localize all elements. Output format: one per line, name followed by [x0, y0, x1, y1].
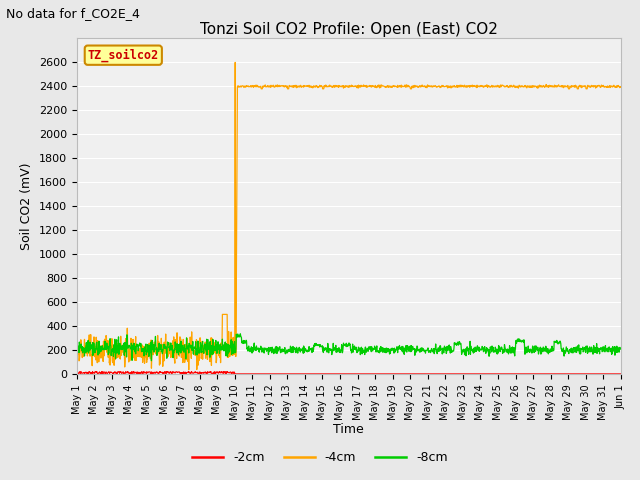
-8cm: [148, 358, 156, 363]
-2cm: [73, 370, 81, 376]
Text: TZ_soilco2: TZ_soilco2: [88, 48, 159, 62]
Line: -8cm: -8cm: [77, 334, 621, 360]
-2cm: [546, 371, 554, 377]
-8cm: [280, 348, 288, 353]
-4cm: [181, 360, 189, 365]
-2cm: [231, 371, 239, 377]
Line: -2cm: -2cm: [77, 372, 621, 374]
-2cm: [171, 369, 179, 375]
-8cm: [73, 346, 81, 351]
Legend: -2cm, -4cm, -8cm: -2cm, -4cm, -8cm: [187, 446, 453, 469]
-2cm: [617, 371, 625, 377]
-2cm: [230, 371, 238, 376]
-4cm: [280, 83, 288, 88]
-2cm: [280, 371, 288, 377]
Y-axis label: Soil CO2 (mV): Soil CO2 (mV): [20, 163, 33, 250]
-4cm: [232, 60, 239, 65]
-4cm: [185, 367, 193, 372]
Text: No data for f_CO2E_4: No data for f_CO2E_4: [6, 7, 140, 20]
-8cm: [230, 346, 238, 351]
-4cm: [546, 83, 554, 88]
-2cm: [485, 371, 493, 377]
-2cm: [216, 369, 223, 374]
-4cm: [617, 84, 625, 90]
Line: -4cm: -4cm: [77, 62, 621, 370]
-4cm: [171, 357, 179, 362]
-8cm: [485, 353, 493, 359]
X-axis label: Time: Time: [333, 423, 364, 436]
-8cm: [237, 331, 244, 336]
-8cm: [171, 347, 179, 353]
-4cm: [230, 342, 238, 348]
-8cm: [181, 346, 189, 352]
-8cm: [617, 346, 625, 352]
Title: Tonzi Soil CO2 Profile: Open (East) CO2: Tonzi Soil CO2 Profile: Open (East) CO2: [200, 22, 498, 37]
-8cm: [546, 348, 554, 353]
-4cm: [485, 83, 493, 89]
-2cm: [181, 370, 189, 375]
-4cm: [73, 353, 81, 359]
